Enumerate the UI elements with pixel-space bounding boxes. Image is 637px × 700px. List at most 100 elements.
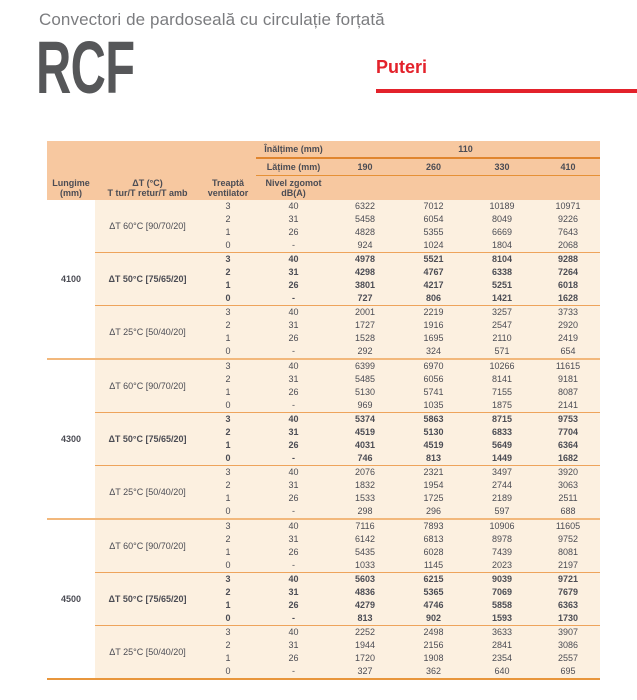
cell-noise: - (256, 665, 331, 678)
cell-power-330: 1804 (468, 239, 536, 253)
cell-fan-step: 0 (200, 399, 256, 413)
col-header-delta-t-line1: ΔT (°C) (132, 177, 163, 188)
cell-power-190: 746 (331, 452, 399, 466)
cell-power-410: 9288 (536, 252, 601, 266)
cell-noise: 31 (256, 266, 331, 279)
cell-power-330: 8049 (468, 213, 536, 226)
table-row: 1 26 1533 1725 2189 2511 (47, 492, 601, 505)
cell-fan-step: 2 (200, 426, 256, 439)
cell-power-410: 3063 (536, 479, 601, 492)
cell-power-330: 8104 (468, 252, 536, 266)
cell-power-190: 5485 (331, 373, 399, 386)
cell-fan-step: 3 (200, 252, 256, 266)
cell-noise: 31 (256, 373, 331, 386)
cell-power-330: 2547 (468, 319, 536, 332)
cell-fan-step: 1 (200, 439, 256, 452)
cell-power-410: 8081 (536, 546, 601, 559)
cell-power-190: 727 (331, 292, 399, 306)
cell-power-260: 5365 (399, 586, 468, 599)
col-header-noise: Nivel zgomot dB(A) (256, 175, 331, 200)
cell-power-330: 597 (468, 505, 536, 519)
cell-power-260: 4746 (399, 599, 468, 612)
table-row: 2 31 4519 5130 6833 7704 (47, 426, 601, 439)
table-row: ΔT 50°C [75/65/20] 3 40 4978 5521 8104 9288 (47, 252, 601, 306)
cell-fan-step: 1 (200, 652, 256, 665)
table-row: 0-292 324 571 654 (47, 345, 601, 359)
cell-power-410: 7704 (536, 426, 601, 439)
cell-noise: 26 (256, 492, 331, 505)
cell-delta-t: ΔT 25°C [50/40/20] (95, 625, 200, 678)
cell-power-190: 969 (331, 399, 399, 413)
cell-noise: - (256, 452, 331, 466)
cell-power-330: 640 (468, 665, 536, 678)
cell-power-330: 2023 (468, 559, 536, 573)
cell-power-260: 1908 (399, 652, 468, 665)
header-row-columns: Lungime (mm) ΔT (°C) T tur/T retur/T amb… (47, 175, 601, 200)
table-row: ΔT 50°C [75/65/20] 3 40 5603 6215 9039 9721 (47, 572, 601, 626)
cell-power-330: 8978 (468, 533, 536, 546)
cell-delta-t: ΔT 25°C [50/40/20] (95, 465, 200, 519)
table-row: 1 26 1528 1695 2110 2419 (47, 332, 601, 345)
table-head: Înălțime (mm) 110 Lățime (mm) 190 260 33… (47, 141, 601, 200)
cell-power-260: 362 (399, 665, 468, 678)
width-label: Lățime (mm) (256, 158, 331, 176)
cell-power-260: 7893 (399, 518, 468, 533)
cell-power-260: 5355 (399, 226, 468, 239)
cell-power-330: 571 (468, 345, 536, 359)
cell-noise: 40 (256, 358, 331, 373)
cell-power-330: 8715 (468, 412, 536, 426)
col-header-length: Lungime (mm) (47, 175, 95, 200)
cell-power-410: 3907 (536, 625, 601, 639)
col-header-length-line1: Lungime (52, 177, 90, 188)
cell-noise: 40 (256, 518, 331, 533)
cell-noise: - (256, 612, 331, 626)
cell-noise: 31 (256, 586, 331, 599)
cell-noise: 31 (256, 213, 331, 226)
cell-noise: 40 (256, 412, 331, 426)
table-row: 4100 ΔT 60°C [90/70/20] 3 40 6322 7012 10189 10… (47, 200, 601, 359)
cell-delta-t: ΔT 50°C [75/65/20] (95, 572, 200, 626)
cell-power-410: 2141 (536, 399, 601, 413)
cell-power-260: 1035 (399, 399, 468, 413)
cell-power-190: 2001 (331, 305, 399, 319)
cell-power-410: 3920 (536, 465, 601, 479)
cell-power-330: 7155 (468, 386, 536, 399)
cell-power-190: 813 (331, 612, 399, 626)
cell-power-330: 2189 (468, 492, 536, 505)
table-row: 1 26 4279 4746 5858 6363 (47, 599, 601, 612)
cell-fan-step: 3 (200, 625, 256, 639)
cell-delta-t: ΔT 60°C [90/70/20] (95, 200, 200, 253)
cell-power-410: 7643 (536, 226, 601, 239)
cell-power-410: 3733 (536, 305, 601, 319)
cell-power-190: 5458 (331, 213, 399, 226)
cell-fan-step: 3 (200, 518, 256, 533)
table-row: ΔT 25°C [50/40/20] 3 40 2001 2219 3257 3733 (47, 305, 601, 359)
cell-power-260: 2219 (399, 305, 468, 319)
table-row: 2 31 1944 2156 2841 3086 (47, 639, 601, 652)
cell-power-330: 1875 (468, 399, 536, 413)
cell-power-260: 296 (399, 505, 468, 519)
cell-power-410: 11615 (536, 358, 601, 373)
cell-fan-step: 3 (200, 412, 256, 426)
cell-fan-step: 0 (200, 665, 256, 678)
cell-power-410: 10971 (536, 200, 601, 213)
table-row: 2 31 5458 6054 8049 9226 (47, 213, 601, 226)
cell-fan-step: 3 (200, 465, 256, 479)
cell-fan-step: 2 (200, 266, 256, 279)
cell-power-410: 1682 (536, 452, 601, 466)
cell-power-260: 4519 (399, 439, 468, 452)
table-row: ΔT 25°C [50/40/20] 3 40 2076 2321 3497 3920 (47, 465, 601, 519)
cell-delta-t: ΔT 60°C [90/70/20] (95, 358, 200, 413)
section-label: Puteri (376, 57, 428, 77)
cell-power-260: 1145 (399, 559, 468, 573)
cell-power-330: 3257 (468, 305, 536, 319)
cell-power-330: 1421 (468, 292, 536, 306)
cell-power-190: 4519 (331, 426, 399, 439)
cell-fan-step: 0 (200, 559, 256, 573)
cell-noise: 31 (256, 479, 331, 492)
table-row: 0-1033 1145 2023 2197 (47, 559, 601, 573)
table-row: ΔT 50°C [75/65/20] 3 40 5374 5863 8715 9753 (47, 412, 601, 466)
cell-noise: - (256, 399, 331, 413)
cell-power-330: 5251 (468, 279, 536, 292)
cell-power-190: 2076 (331, 465, 399, 479)
